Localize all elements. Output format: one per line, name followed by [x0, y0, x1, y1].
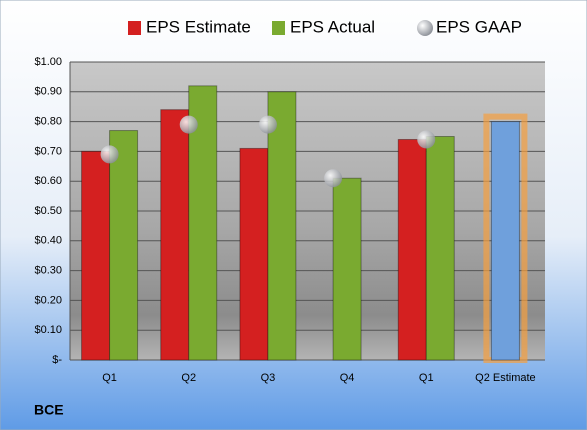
footer: BCE [34, 402, 64, 418]
estimate-bar [239, 147, 269, 361]
actual-bar [425, 136, 455, 361]
legend-marker [417, 20, 433, 36]
legend-marker [128, 21, 141, 35]
estimate-bar [160, 109, 190, 361]
x-tick-label: Q2 [181, 372, 196, 384]
y-tick-label: $0.50 [34, 205, 62, 217]
y-tick-label: $1.00 [34, 56, 62, 68]
actual-bar [267, 91, 297, 361]
y-tick-label: $0.30 [34, 265, 62, 277]
y-tick-label: $0.90 [34, 86, 62, 98]
y-tick-label: $0.40 [34, 235, 62, 247]
actual-bar [109, 130, 139, 361]
estimate-bar [81, 150, 111, 361]
y-tick-label: $0.70 [34, 145, 62, 157]
estimate-bar [490, 121, 520, 361]
gaap-marker [324, 169, 343, 188]
x-tick-label: Q1 [419, 372, 434, 384]
x-tick-label: Q4 [340, 372, 355, 384]
gaap-marker [258, 115, 277, 134]
y-tick-label: $0.20 [34, 294, 62, 306]
actual-bar [332, 177, 362, 361]
legend-label: EPS Estimate [146, 17, 251, 36]
y-tick-label: $0.10 [34, 324, 62, 336]
estimate-bar [397, 138, 427, 361]
legend-marker [272, 21, 285, 35]
x-tick-label: Q2 Estimate [475, 372, 536, 384]
y-tick-label: $- [52, 354, 62, 366]
legend-label: EPS Actual [290, 17, 375, 36]
gaap-marker [100, 145, 119, 164]
gaap-marker [417, 130, 436, 149]
x-tick-label: Q1 [102, 372, 117, 384]
gaap-marker [179, 115, 198, 134]
x-tick-label: Q3 [261, 372, 276, 384]
legend-label: EPS GAAP [436, 17, 522, 36]
y-tick-label: $0.60 [34, 175, 62, 187]
y-tick-label: $0.80 [34, 116, 62, 128]
